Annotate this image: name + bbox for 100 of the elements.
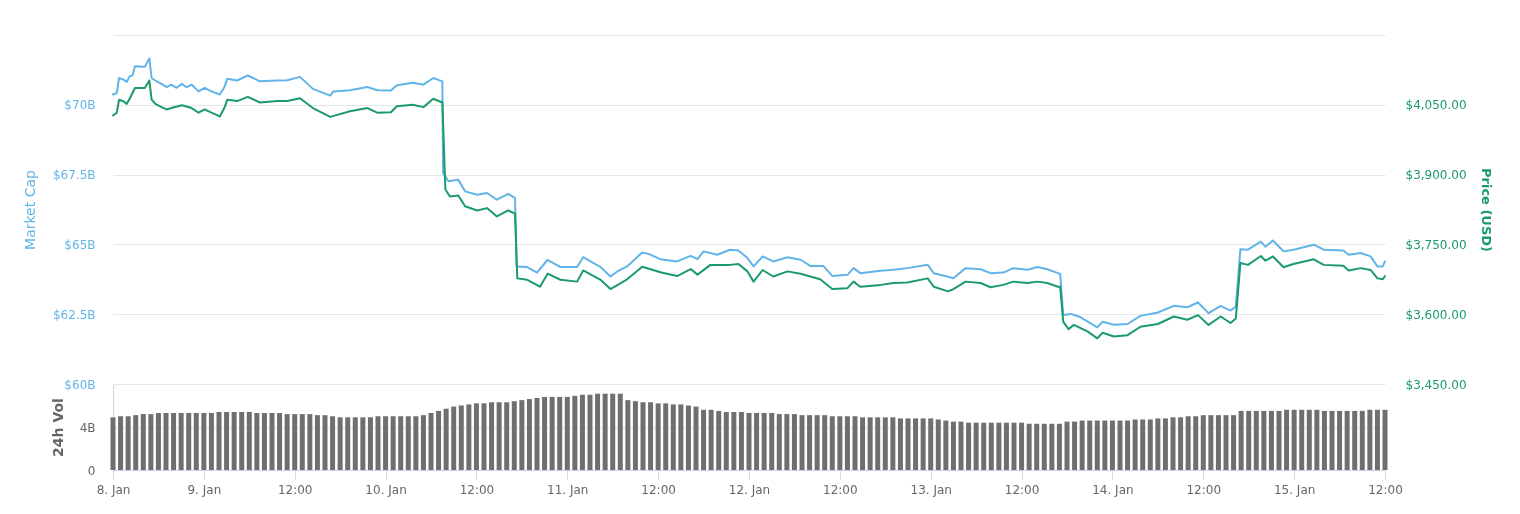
bar	[511, 401, 517, 470]
bar	[754, 413, 760, 470]
x-tick-label: 12:00	[1186, 482, 1222, 497]
x-tick-label: 12:00	[823, 482, 858, 497]
bar	[761, 413, 767, 470]
bar	[973, 422, 979, 470]
bar	[398, 416, 404, 470]
bar	[852, 416, 858, 470]
bar	[958, 421, 964, 470]
y2-tick-label: $4,050.00	[1405, 98, 1467, 113]
bar	[1147, 419, 1153, 470]
bar	[708, 409, 714, 470]
bar	[564, 396, 570, 470]
bar	[1064, 421, 1070, 470]
bar	[693, 406, 699, 470]
x-tick-label: 13. Jan	[910, 482, 952, 497]
bar	[1215, 415, 1221, 470]
bar	[738, 411, 744, 470]
bar	[920, 418, 926, 470]
bar	[360, 417, 366, 470]
bar	[261, 413, 267, 470]
bar	[1352, 410, 1358, 470]
bar	[1102, 420, 1108, 470]
x-tick-label: 8. Jan	[96, 482, 131, 497]
bar	[1026, 423, 1032, 470]
y-tick-label: 4B	[79, 420, 96, 435]
bar	[746, 413, 752, 470]
bar	[1374, 409, 1380, 470]
bar	[587, 394, 593, 470]
bar	[701, 409, 707, 470]
bar	[1291, 409, 1297, 470]
bar	[436, 410, 442, 470]
y-tick-label: $60B	[64, 377, 96, 392]
bar	[390, 416, 396, 470]
bar	[784, 414, 790, 470]
bar	[928, 418, 934, 470]
bar	[685, 405, 691, 470]
bar	[496, 402, 502, 470]
bar	[799, 415, 805, 470]
bar	[1162, 418, 1168, 470]
y-axis-title: Market Cap	[21, 169, 38, 250]
bar	[519, 400, 525, 470]
y2-tick-label: $3,600.00	[1405, 307, 1467, 322]
bar	[1299, 409, 1305, 470]
bar	[428, 413, 434, 470]
bar	[602, 393, 608, 470]
x-tick-label: 12:00	[641, 482, 676, 497]
bar	[1079, 420, 1085, 470]
bar	[791, 414, 797, 470]
bar	[549, 396, 555, 470]
bar	[405, 416, 411, 470]
bar	[133, 415, 139, 470]
bar	[299, 414, 305, 470]
bar	[670, 404, 676, 470]
bar	[678, 404, 684, 470]
bar	[224, 411, 230, 470]
bar	[1329, 410, 1335, 470]
x-tick-label: 12. Jan	[728, 482, 771, 497]
bar	[1034, 423, 1040, 470]
bar	[610, 393, 616, 470]
bar	[829, 416, 835, 470]
bar	[625, 400, 631, 470]
bar	[1056, 423, 1062, 470]
bar	[966, 422, 972, 470]
bar	[875, 417, 881, 470]
bar	[277, 413, 283, 470]
bar	[1003, 422, 1009, 470]
bar	[1367, 409, 1373, 470]
bar	[769, 413, 775, 470]
bar	[201, 413, 207, 470]
bar	[466, 404, 472, 470]
bar	[731, 411, 737, 470]
bar	[1276, 410, 1282, 470]
bar	[1231, 415, 1237, 470]
x-tick-label: 9. Jan	[187, 482, 222, 497]
bar	[557, 396, 563, 470]
bar	[1125, 420, 1131, 470]
bar	[1140, 419, 1146, 470]
bar	[284, 414, 290, 470]
bar	[1284, 409, 1290, 470]
bar	[1337, 410, 1343, 470]
bar	[716, 410, 722, 470]
bar	[890, 417, 896, 470]
x-tick-label: 12:00	[459, 482, 495, 497]
bar	[239, 411, 245, 470]
bar	[572, 395, 578, 470]
bar	[481, 403, 487, 470]
bar	[489, 402, 495, 470]
bar	[1049, 423, 1055, 470]
bar	[155, 413, 161, 470]
bar	[178, 413, 184, 470]
bar	[314, 415, 320, 470]
bar	[1314, 409, 1320, 470]
bar	[1359, 410, 1365, 470]
bar	[1087, 420, 1093, 470]
bar	[1321, 410, 1327, 470]
y2-axis-title: Price (USD)	[1478, 167, 1494, 253]
bar	[723, 411, 729, 470]
bar	[1155, 418, 1161, 470]
y-tick-label: $65B	[64, 237, 96, 252]
